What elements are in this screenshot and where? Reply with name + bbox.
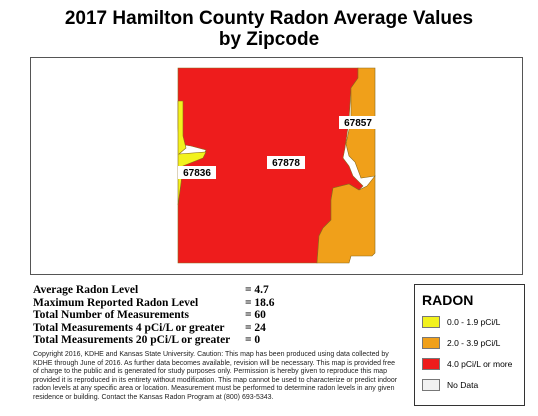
stat-value: = 4.7 xyxy=(245,284,269,296)
map-title: 2017 Hamilton County Radon Average Value… xyxy=(0,8,538,50)
legend-swatch xyxy=(422,316,440,328)
legend: RADON 0.0 - 1.9 pCi/L 2.0 - 3.9 pCi/L 4.… xyxy=(414,284,525,406)
zip-region-67836[interactable] xyxy=(177,100,207,206)
stat-label: Average Radon Level xyxy=(33,284,139,296)
legend-title: RADON xyxy=(422,292,474,308)
zip-label-bg-67878 xyxy=(267,156,305,169)
stat-row-maximum: Maximum Reported Radon Level = 18.6 xyxy=(33,297,275,310)
zip-label-67836: 67836 xyxy=(183,168,211,179)
zip-label-67878: 67878 xyxy=(272,158,300,169)
county-map: 67878 67836 67857 xyxy=(177,67,377,264)
zip-region-southeast[interactable] xyxy=(316,175,376,264)
zip-label-bg-67857 xyxy=(339,116,377,129)
stat-value: = 24 xyxy=(245,321,266,334)
stat-row-20plus: Total Measurements 20 pCi/L or greater = … xyxy=(33,334,275,347)
legend-label: 0.0 - 1.9 pCi/L xyxy=(447,317,501,327)
legend-swatch xyxy=(422,337,440,349)
legend-label: 4.0 pCi/L or more xyxy=(447,359,513,369)
stat-value: = 60 xyxy=(245,309,266,321)
copyright-disclaimer: Copyright 2016, KDHE and Kansas State Un… xyxy=(33,351,398,401)
stat-row-total: Total Number of Measurements = 60 xyxy=(33,309,275,322)
stat-label: Total Measurements 20 pCi/L or greater xyxy=(33,334,231,346)
legend-label: 2.0 - 3.9 pCi/L xyxy=(447,338,501,348)
stat-label: Total Measurements 4 pCi/L or greater xyxy=(33,321,225,334)
radon-statistics: Average Radon Level = 4.7 Maximum Reporte… xyxy=(33,284,275,347)
stat-value: = 0 xyxy=(245,334,261,346)
stat-label: Maximum Reported Radon Level xyxy=(33,296,199,309)
stat-label: Total Number of Measurements xyxy=(33,309,189,321)
legend-swatch xyxy=(422,358,440,370)
stat-value: = 18.6 xyxy=(245,296,275,309)
map-frame: 67878 67836 67857 xyxy=(30,57,523,275)
legend-label: No Data xyxy=(447,380,479,390)
map-title-line2: by Zipcode xyxy=(218,29,320,50)
zip-label-bg-67836 xyxy=(178,166,216,179)
zip-label-67857: 67857 xyxy=(344,118,372,129)
stat-row-4plus: Total Measurements 4 pCi/L or greater = 2… xyxy=(33,322,275,335)
map-title-line1: 2017 Hamilton County Radon Average Value… xyxy=(64,8,474,29)
legend-swatch xyxy=(422,379,440,391)
stat-row-average: Average Radon Level = 4.7 xyxy=(33,284,275,297)
